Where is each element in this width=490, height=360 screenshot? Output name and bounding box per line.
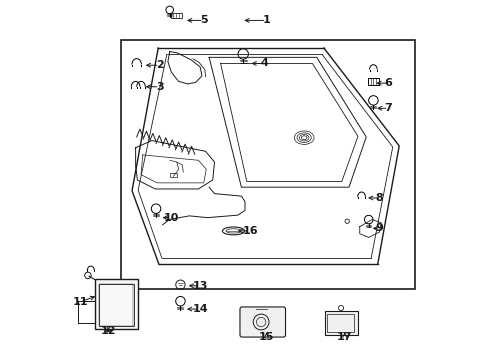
Text: 8: 8 bbox=[376, 193, 383, 203]
Bar bbox=[95, 279, 138, 329]
Bar bbox=[172, 13, 181, 18]
Bar bbox=[171, 173, 177, 177]
Text: 15: 15 bbox=[259, 332, 274, 342]
Text: 9: 9 bbox=[375, 224, 383, 233]
Text: 14: 14 bbox=[193, 304, 208, 314]
FancyBboxPatch shape bbox=[240, 307, 286, 337]
Bar bbox=[98, 284, 134, 326]
Text: 10: 10 bbox=[164, 213, 179, 222]
Text: 5: 5 bbox=[200, 15, 208, 26]
Text: 12: 12 bbox=[101, 325, 117, 336]
Text: 1: 1 bbox=[263, 15, 270, 26]
Bar bbox=[327, 314, 354, 332]
Bar bbox=[122, 40, 416, 289]
Text: 4: 4 bbox=[261, 58, 269, 68]
Bar bbox=[368, 78, 379, 85]
Bar bbox=[99, 284, 133, 325]
Text: 13: 13 bbox=[193, 281, 208, 291]
Text: 6: 6 bbox=[385, 78, 392, 88]
Text: 3: 3 bbox=[156, 82, 164, 92]
Text: 2: 2 bbox=[156, 60, 164, 70]
Text: 16: 16 bbox=[243, 226, 258, 236]
Bar bbox=[324, 311, 358, 335]
Text: 11: 11 bbox=[73, 297, 88, 307]
Text: 17: 17 bbox=[337, 332, 352, 342]
Text: 7: 7 bbox=[385, 103, 392, 113]
